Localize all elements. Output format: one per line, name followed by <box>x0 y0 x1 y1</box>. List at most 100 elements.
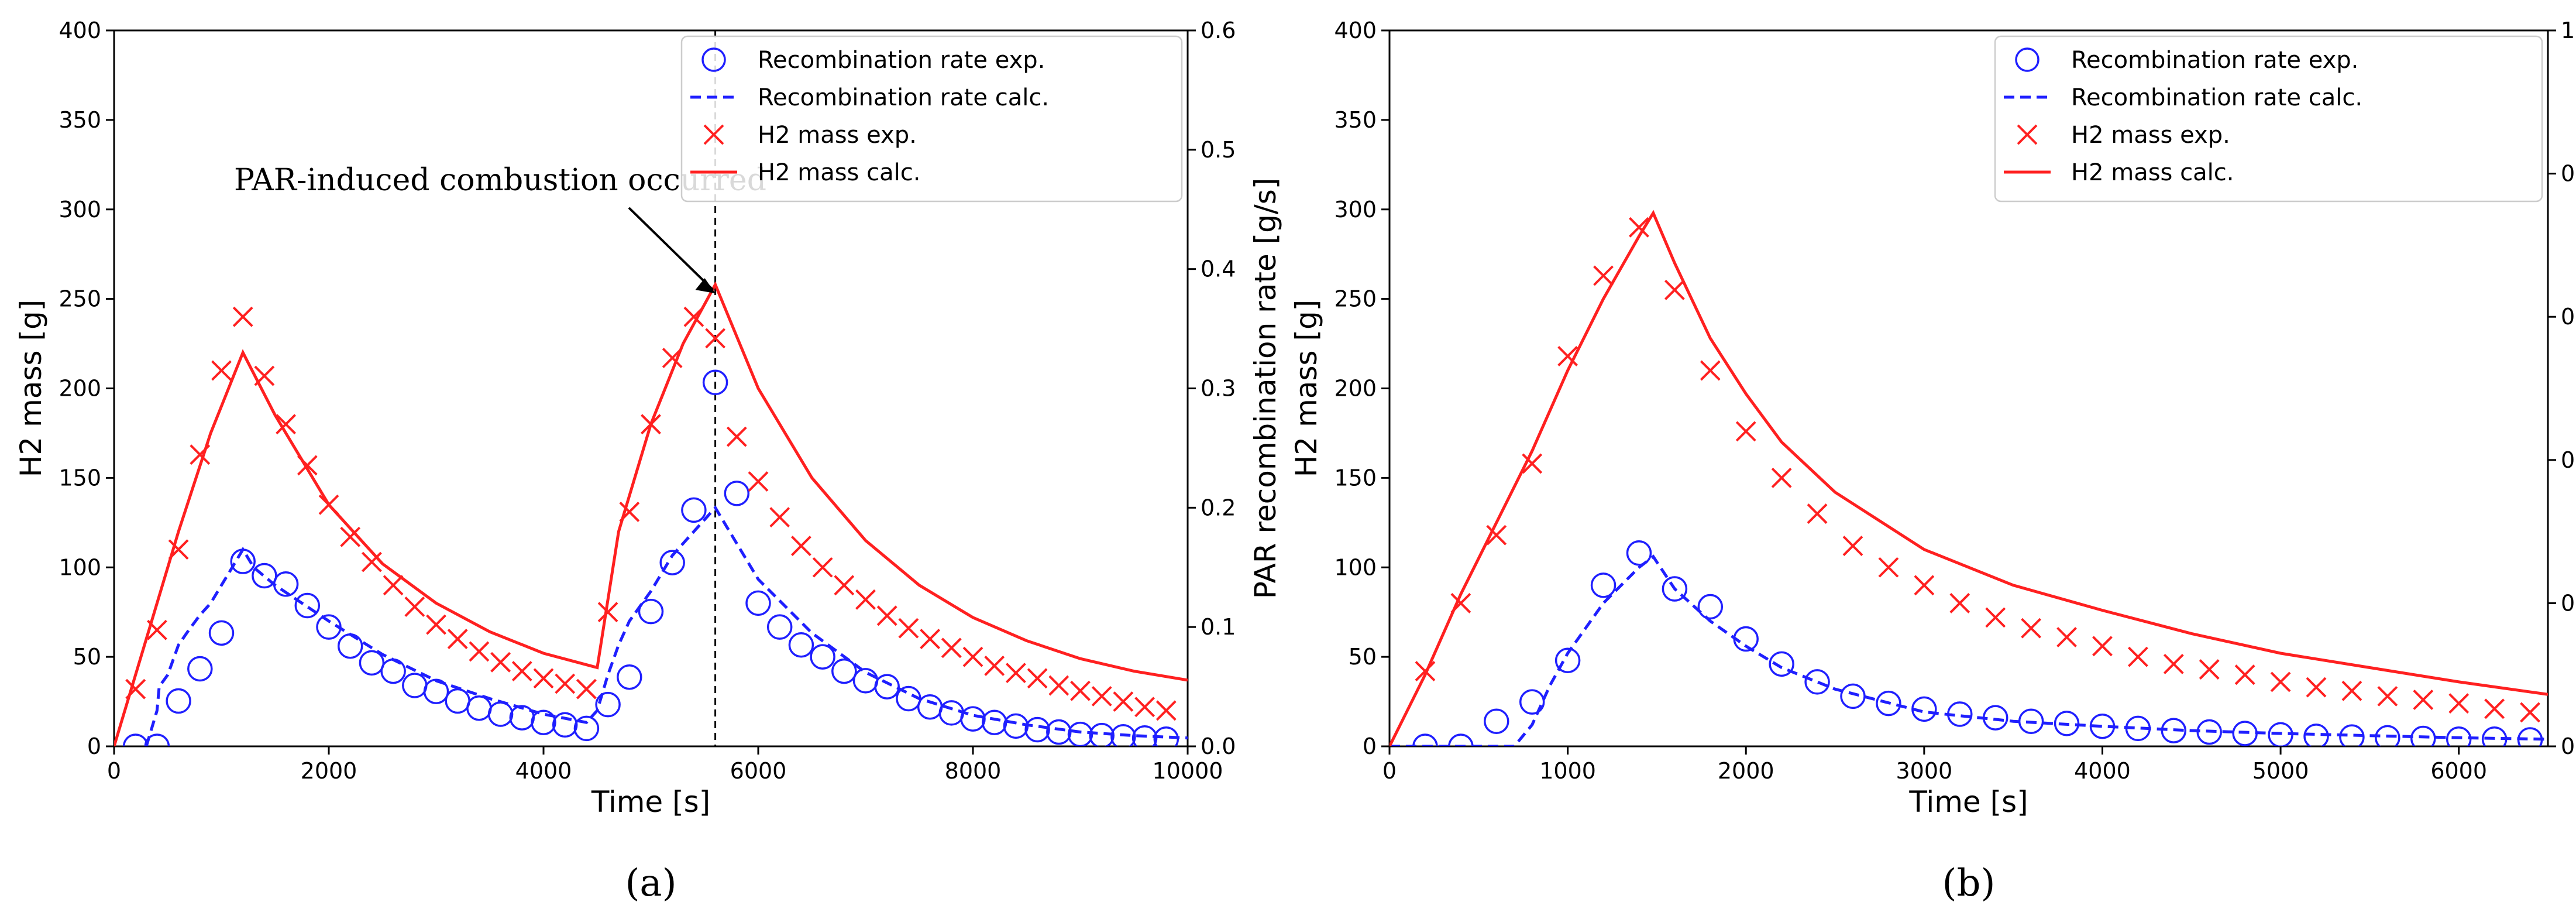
rate-exp-point <box>681 497 707 523</box>
series-line-solid <box>114 281 1188 746</box>
h2-exp-point <box>2377 685 2398 707</box>
legend-marker-circle <box>701 47 726 72</box>
rate-exp-point <box>2375 725 2400 746</box>
y2-tick-label: 0.2 <box>2561 590 2576 616</box>
legend-box <box>680 35 1183 203</box>
panel-a: 0 2000 4000 6000 8000 10000 0 50 100 150 200 250 300… <box>14 18 1282 905</box>
legend-label: Recombination rate exp. <box>758 47 1045 74</box>
legend-label: H2 mass calc. <box>2071 159 2234 186</box>
annotation-text: PAR-induced combustion occurred <box>234 163 766 198</box>
rate-exp-point <box>1484 708 1509 734</box>
x-tick-label: 8000 <box>945 758 1002 784</box>
rate-exp-point <box>187 656 213 682</box>
h2-exp-point <box>790 536 811 556</box>
legend-marker-cross <box>2017 124 2038 145</box>
y-tick-label: 350 <box>59 107 101 133</box>
h2-exp-point <box>383 575 404 596</box>
legend-marker-circle <box>2015 47 2040 72</box>
h2-exp-point <box>1700 360 1721 381</box>
h2-exp-point <box>1155 700 1177 721</box>
y-tick-label: 200 <box>1334 376 1377 402</box>
h2-exp-point <box>1878 557 1899 578</box>
h2-exp-point <box>941 637 962 659</box>
rate-exp-point <box>1448 733 1474 746</box>
rate-exp-point <box>122 733 149 746</box>
rate-exp-point <box>252 563 277 589</box>
h2-exp-point <box>2127 646 2148 667</box>
legend-label: Recombination rate calc. <box>758 84 1049 111</box>
h2-exp-point <box>469 641 490 662</box>
h2-exp-point <box>748 471 769 492</box>
annotation-arrowhead <box>695 278 716 294</box>
y-axis-label: H2 mass [g] <box>14 300 48 477</box>
rate-exp-point <box>874 674 900 700</box>
h2-exp-point <box>812 557 833 578</box>
h2-exp-point <box>834 575 855 596</box>
panel-label: (b) <box>1942 862 1996 905</box>
x-tick-label: 10000 <box>1153 758 1223 784</box>
h2-exp-point <box>276 414 297 435</box>
h2-exp-point <box>898 618 919 639</box>
h2-exp-point <box>1949 592 1970 613</box>
rate-exp-point <box>595 691 621 718</box>
rate-exp-point <box>1769 651 1794 677</box>
h2-exp-point <box>1664 279 1685 300</box>
y-tick-label: 300 <box>1334 197 1377 222</box>
rate-exp-point <box>144 733 170 746</box>
rate-exp-point <box>573 715 600 742</box>
series-line-solid <box>1390 210 2548 746</box>
x-tick-label: 2000 <box>1718 758 1774 784</box>
h2-exp-point <box>2234 664 2255 685</box>
legend-label: Recombination rate calc. <box>2071 84 2362 111</box>
y-tick-label: 50 <box>1349 644 1377 670</box>
rate-exp-point <box>1412 733 1438 746</box>
x-tick-label: 0 <box>107 758 121 784</box>
plot-area <box>114 30 1188 746</box>
rate-exp-point <box>1046 719 1072 745</box>
h2-exp-point <box>1027 668 1048 689</box>
h2-exp-point <box>2021 618 2042 639</box>
h2-exp-point <box>361 551 382 572</box>
y2-tick-label: 0.6 <box>2561 304 2576 330</box>
h2-exp-point <box>1522 453 1543 474</box>
x-axis-label: Time [s] <box>1908 785 2028 819</box>
h2-exp-point <box>962 646 983 667</box>
y-tick-label: 400 <box>59 18 101 43</box>
legend-marker-cross <box>703 124 724 145</box>
rate-exp-point <box>766 614 793 640</box>
rate-exp-point <box>831 658 857 684</box>
y-tick-label: 300 <box>59 197 101 222</box>
y2-tick-label: 0.0 <box>2561 733 2576 759</box>
h2-exp-point <box>855 589 876 610</box>
h2-exp-point <box>705 328 726 349</box>
h2-exp-point <box>876 605 897 626</box>
legend-label: Recombination rate exp. <box>2071 47 2358 74</box>
x-axis-label: Time [s] <box>591 785 710 819</box>
y-tick-label: 350 <box>1334 107 1377 133</box>
h2-exp-point <box>2270 671 2291 692</box>
rate-exp-point <box>531 709 556 735</box>
plot-area <box>1390 210 2548 746</box>
y2-tick-label: 0.6 <box>1201 18 1236 43</box>
x-tick-label: 0 <box>1382 758 1397 784</box>
rate-exp-point <box>1697 594 1724 620</box>
h2-exp-point <box>597 602 618 623</box>
rate-exp-point <box>702 369 728 396</box>
h2-exp-point <box>211 360 232 381</box>
y2-tick-label: 0.1 <box>1201 614 1236 640</box>
y2-tick-label: 1.0 <box>2561 18 2576 43</box>
h2-exp-point <box>555 673 576 694</box>
rate-exp-point <box>359 650 385 676</box>
h2-exp-point <box>1005 663 1026 684</box>
h2-exp-point <box>1807 503 1828 524</box>
h2-exp-point <box>769 507 790 528</box>
rate-exp-point <box>1804 669 1830 695</box>
x-tick-label: 6000 <box>730 758 787 784</box>
y2-tick-label: 0.3 <box>1201 376 1236 402</box>
h2-exp-point <box>1985 607 2006 628</box>
rate-exp-point <box>1626 540 1652 566</box>
rate-exp-point <box>1590 572 1617 598</box>
h2-exp-point <box>2484 698 2505 719</box>
rate-exp-point <box>960 706 986 732</box>
